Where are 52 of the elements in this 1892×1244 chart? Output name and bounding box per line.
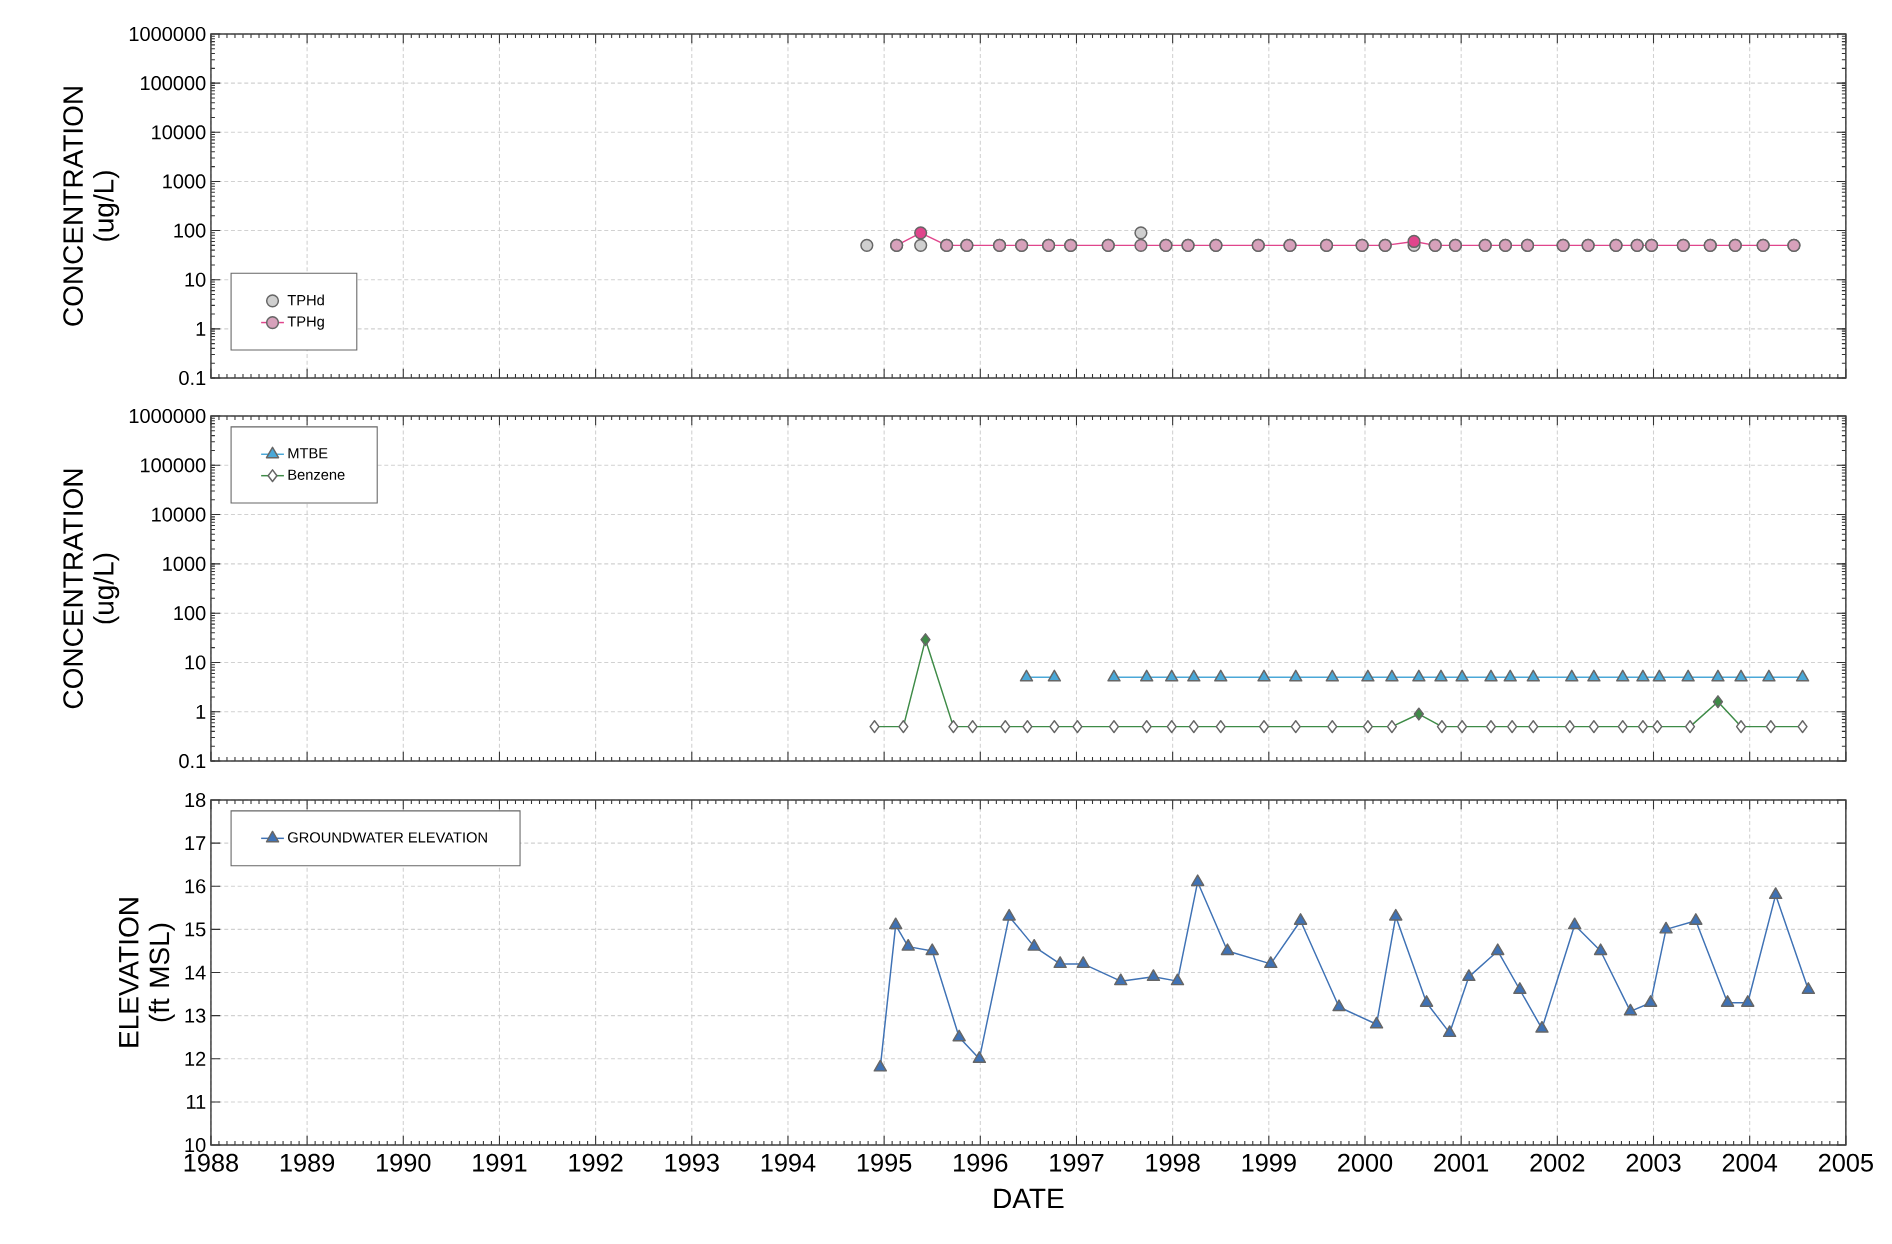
x-tick-label: 1988 — [184, 1153, 238, 1172]
y-axis-title: CONCENTRATION (ug/L) — [63, 87, 120, 326]
x-tick-label: 1995 — [857, 1153, 912, 1172]
y-tick-label: 1000 — [163, 556, 206, 571]
x-tick-label: 2001 — [1434, 1153, 1489, 1172]
x-tick-label: 1989 — [280, 1153, 335, 1172]
x-tick-label: 2003 — [1626, 1153, 1681, 1172]
y-tick-label: 16 — [185, 879, 206, 894]
y-tick-label: 0.1 — [179, 370, 206, 386]
x-tick-label: 2002 — [1530, 1153, 1585, 1172]
x-tick-label: 1994 — [761, 1153, 816, 1172]
y-tick-label: 1000000 — [129, 408, 206, 424]
x-tick-label: 1996 — [954, 1153, 1008, 1172]
y-tick-label: 15 — [185, 922, 206, 937]
y-axis-title: ELEVATION (ft MSL) — [118, 898, 175, 1047]
y-axis-title: CONCENTRATION (ug/L) — [63, 469, 120, 709]
x-tick-label: 2004 — [1722, 1153, 1778, 1172]
x-tick-label: 2005 — [1818, 1153, 1873, 1172]
y-tick-label: 1 — [196, 704, 206, 719]
x-tick-label: 2000 — [1338, 1153, 1393, 1172]
y-tick-label: 10000 — [152, 507, 206, 522]
y-tick-label: 12 — [185, 1051, 206, 1066]
legend-label: Benzene — [288, 469, 345, 480]
y-tick-label: 0.1 — [179, 753, 206, 769]
y-tick-label: 10 — [185, 272, 206, 287]
y-tick-label: 1 — [196, 321, 206, 336]
x-tick-label: 1999 — [1242, 1153, 1296, 1172]
y-tick-label: 11 — [186, 1095, 206, 1109]
y-tick-label: 100 — [174, 606, 206, 621]
y-tick-label: 14 — [185, 965, 206, 980]
y-tick-label: 1000000 — [129, 26, 206, 42]
y-tick-label: 10 — [185, 1137, 206, 1153]
y-tick-label: 17 — [185, 836, 206, 851]
y-tick-label: 10000 — [152, 125, 206, 140]
x-tick-label: 1993 — [665, 1153, 719, 1172]
y-tick-label: 100 — [174, 223, 206, 238]
x-tick-label: 1997 — [1050, 1153, 1104, 1172]
y-tick-label: 100000 — [141, 458, 206, 473]
y-tick-label: 100000 — [141, 76, 206, 91]
x-tick-label: 1992 — [569, 1153, 623, 1172]
x-tick-label: 1991 — [473, 1153, 527, 1172]
legend-label: TPHg — [287, 316, 324, 330]
y-tick-label: 1000 — [163, 174, 206, 189]
x-tick-label: 1998 — [1146, 1153, 1200, 1172]
legend-label: GROUNDWATER ELEVATION — [288, 832, 487, 843]
x-axis-title: DATE — [994, 1188, 1064, 1209]
y-tick-label: 13 — [185, 1008, 206, 1023]
y-tick-label: 18 — [185, 792, 206, 808]
legend-label: MTBE — [288, 448, 328, 459]
x-tick-label: 1990 — [377, 1153, 431, 1172]
y-tick-label: 10 — [185, 655, 206, 670]
legend-label: TPHd — [287, 294, 324, 306]
